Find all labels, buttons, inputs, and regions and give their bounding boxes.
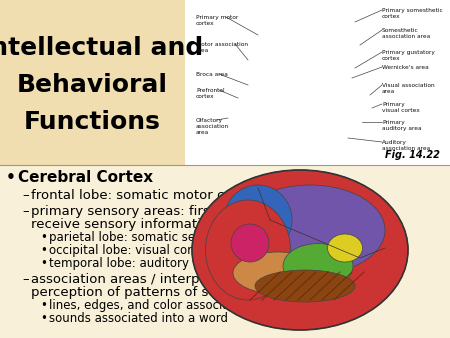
Text: Olfactory
association
area: Olfactory association area — [196, 118, 229, 135]
Text: •: • — [6, 170, 16, 185]
Text: occipital lobe: visual cortex: occipital lobe: visual cortex — [49, 244, 211, 257]
Ellipse shape — [235, 185, 385, 275]
Text: –: – — [22, 205, 29, 218]
Text: sounds associated into a word: sounds associated into a word — [49, 312, 228, 325]
Text: Primary
visual cortex: Primary visual cortex — [382, 102, 420, 113]
Text: Behavioral: Behavioral — [17, 73, 168, 97]
Text: Primary somesthetic
cortex: Primary somesthetic cortex — [382, 8, 443, 19]
Text: Broca area: Broca area — [196, 72, 228, 77]
Text: Visual association
area: Visual association area — [382, 83, 435, 94]
Text: Wernicke's area: Wernicke's area — [382, 65, 429, 70]
Text: Functions: Functions — [24, 110, 161, 134]
Text: lines, edges, and color associated into an image: lines, edges, and color associated into … — [49, 299, 335, 312]
Text: primary sensory areas: first part of cortex to: primary sensory areas: first part of cor… — [31, 205, 328, 218]
Ellipse shape — [224, 185, 292, 255]
Ellipse shape — [192, 170, 408, 330]
Text: temporal lobe: auditory cortex: temporal lobe: auditory cortex — [49, 257, 230, 270]
Ellipse shape — [206, 200, 291, 300]
Ellipse shape — [328, 234, 363, 262]
Text: •: • — [40, 299, 47, 312]
Ellipse shape — [255, 270, 355, 302]
Text: –: – — [22, 189, 29, 202]
Text: Intellectual and: Intellectual and — [0, 36, 203, 60]
Text: parietal lobe: somatic sensory cortex: parietal lobe: somatic sensory cortex — [49, 231, 269, 244]
Text: •: • — [40, 257, 47, 270]
Text: Fig. 14.22: Fig. 14.22 — [385, 150, 440, 160]
FancyBboxPatch shape — [0, 0, 185, 165]
Text: •: • — [40, 244, 47, 257]
Text: Motor association
area: Motor association area — [196, 42, 248, 53]
Ellipse shape — [231, 224, 269, 262]
Text: receive sensory information: receive sensory information — [31, 218, 217, 231]
Text: –: – — [22, 273, 29, 286]
Text: •: • — [40, 312, 47, 325]
Text: perception of patterns of sensation: perception of patterns of sensation — [31, 286, 266, 299]
Text: frontal lobe: somatic motor cortex: frontal lobe: somatic motor cortex — [31, 189, 259, 202]
Text: association areas / interpretive areas:: association areas / interpretive areas: — [31, 273, 284, 286]
Text: Primary motor
cortex: Primary motor cortex — [196, 15, 238, 26]
Text: Auditory
association area: Auditory association area — [382, 140, 430, 151]
FancyBboxPatch shape — [185, 0, 450, 165]
Text: •: • — [40, 231, 47, 244]
Text: Somesthetic
association area: Somesthetic association area — [382, 28, 430, 39]
Text: Primary
auditory area: Primary auditory area — [382, 120, 422, 131]
Text: Prefrontal
cortex: Prefrontal cortex — [196, 88, 225, 99]
Ellipse shape — [283, 243, 353, 289]
Ellipse shape — [233, 252, 323, 294]
Text: Cerebral Cortex: Cerebral Cortex — [18, 170, 153, 185]
Text: Primary gustatory
cortex: Primary gustatory cortex — [382, 50, 435, 61]
